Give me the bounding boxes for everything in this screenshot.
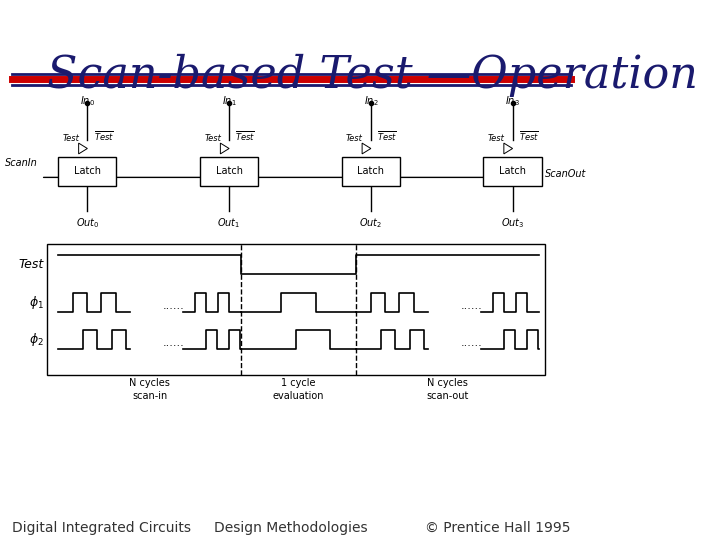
Text: ScanIn: ScanIn bbox=[5, 158, 38, 168]
Text: $Out_2$: $Out_2$ bbox=[359, 215, 382, 230]
Text: Latch: Latch bbox=[357, 166, 384, 177]
Text: $In_2$: $In_2$ bbox=[364, 94, 378, 109]
Text: $Out_3$: $Out_3$ bbox=[501, 215, 524, 230]
Text: Test: Test bbox=[346, 134, 363, 143]
Bar bbox=[200, 157, 258, 186]
Bar bbox=[483, 157, 541, 186]
Text: ScanOut: ScanOut bbox=[544, 169, 586, 179]
Polygon shape bbox=[504, 143, 513, 154]
Polygon shape bbox=[78, 143, 87, 154]
Text: $In_0$: $In_0$ bbox=[80, 94, 95, 109]
Text: Digital Integrated Circuits: Digital Integrated Circuits bbox=[12, 521, 191, 535]
Text: $In_3$: $In_3$ bbox=[505, 94, 520, 109]
Text: Test: Test bbox=[19, 258, 44, 271]
Text: $Out_1$: $Out_1$ bbox=[217, 215, 240, 230]
Polygon shape bbox=[362, 143, 371, 154]
Text: Test: Test bbox=[63, 134, 79, 143]
Text: Test: Test bbox=[488, 134, 505, 143]
Text: Design Methodologies: Design Methodologies bbox=[215, 521, 368, 535]
Text: $In_1$: $In_1$ bbox=[222, 94, 236, 109]
Text: N cycles
scan-out: N cycles scan-out bbox=[426, 378, 469, 401]
Text: © Prentice Hall 1995: © Prentice Hall 1995 bbox=[426, 521, 571, 535]
Text: $\phi_1$: $\phi_1$ bbox=[29, 294, 44, 310]
Text: 1 cycle
evaluation: 1 cycle evaluation bbox=[273, 378, 324, 401]
Bar bbox=[47, 244, 544, 375]
Text: $\phi_2$: $\phi_2$ bbox=[29, 331, 44, 348]
Text: $Out_0$: $Out_0$ bbox=[76, 215, 99, 230]
Bar bbox=[58, 157, 117, 186]
Text: Latch: Latch bbox=[499, 166, 526, 177]
Text: Test: Test bbox=[204, 134, 221, 143]
Text: ......: ...... bbox=[163, 339, 184, 348]
Text: ......: ...... bbox=[163, 301, 184, 311]
Text: ......: ...... bbox=[461, 339, 482, 348]
Text: Latch: Latch bbox=[74, 166, 101, 177]
Text: $\overline{Test}$: $\overline{Test}$ bbox=[94, 129, 114, 143]
Text: $\overline{Test}$: $\overline{Test}$ bbox=[519, 129, 539, 143]
Text: N cycles
scan-in: N cycles scan-in bbox=[129, 378, 170, 401]
Text: $\overline{Test}$: $\overline{Test}$ bbox=[377, 129, 397, 143]
Text: Latch: Latch bbox=[215, 166, 243, 177]
Text: Scan-based Test —Operation: Scan-based Test —Operation bbox=[47, 54, 698, 97]
Text: $\overline{Test}$: $\overline{Test}$ bbox=[235, 129, 256, 143]
Polygon shape bbox=[220, 143, 229, 154]
Bar bbox=[342, 157, 400, 186]
Text: ......: ...... bbox=[461, 301, 482, 311]
